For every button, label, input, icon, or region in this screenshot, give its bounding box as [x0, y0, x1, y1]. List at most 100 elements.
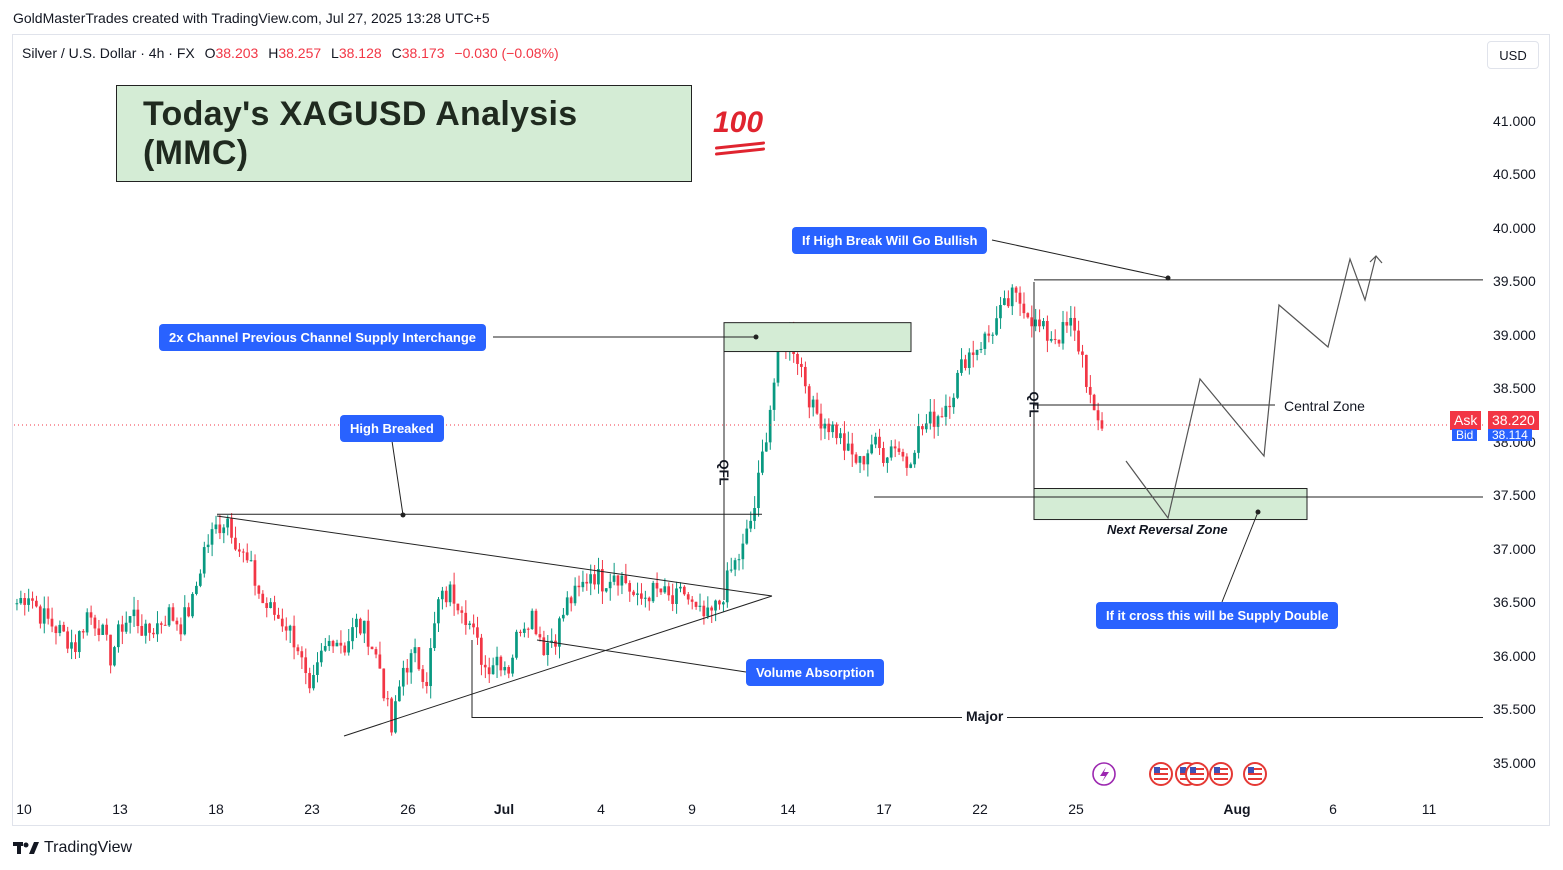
- callout-high-break-bullish[interactable]: If High Break Will Go Bullish: [792, 227, 988, 254]
- candle-body: [878, 436, 881, 449]
- candle-body: [234, 537, 237, 550]
- hundred-points-icon: 100: [713, 106, 765, 156]
- candle-body: [831, 424, 834, 433]
- candle-body: [745, 528, 749, 544]
- next-reversal-zone-box: [1033, 488, 1308, 521]
- candle-body: [1077, 330, 1080, 352]
- y-tick-label: 37.000: [1493, 540, 1536, 557]
- candle-body: [729, 569, 733, 571]
- candle-body: [839, 433, 842, 439]
- candle-body: [46, 608, 50, 619]
- flag-stripe: [1248, 768, 1262, 770]
- candle-body: [292, 625, 296, 648]
- candle-body: [1057, 339, 1061, 344]
- candle-body: [983, 333, 987, 349]
- candle-body: [550, 640, 553, 643]
- candle-body: [487, 667, 491, 675]
- candle-body: [35, 600, 38, 607]
- candle-body: [686, 594, 690, 600]
- flag-stripe: [1190, 778, 1204, 780]
- callout-high-breaked[interactable]: High Breaked: [340, 415, 444, 442]
- connector-supply-double: [1221, 511, 1259, 603]
- candle-body: [534, 610, 538, 635]
- x-tick-label: 6: [1329, 801, 1337, 817]
- candle-body: [659, 588, 663, 593]
- symbol-legend[interactable]: Silver / U.S. Dollar · 4h · FX O38.203 H…: [22, 45, 559, 61]
- label-qfl-2: QFL: [1026, 391, 1042, 418]
- flag-stripe: [1154, 778, 1168, 780]
- candle-body: [1084, 354, 1088, 387]
- candle-body: [156, 623, 159, 635]
- candle-body: [409, 653, 413, 673]
- ask-price: 38.220: [1488, 411, 1539, 430]
- candle-body: [425, 681, 429, 687]
- connector-high-breaked: [391, 440, 404, 516]
- candle-body: [417, 647, 421, 670]
- callout-volume-absorption[interactable]: Volume Absorption: [746, 659, 885, 686]
- candle-body: [74, 642, 77, 653]
- candle-body: [195, 585, 198, 594]
- candle-body: [437, 599, 440, 624]
- candle-body: [901, 451, 905, 457]
- candle-body: [823, 423, 827, 429]
- candle-body: [811, 399, 815, 408]
- candle-body: [93, 617, 97, 629]
- candle-body: [585, 581, 589, 584]
- candle-body: [1069, 317, 1073, 326]
- x-tick-label: 17: [876, 801, 892, 817]
- candle-body: [819, 413, 823, 429]
- tradingview-logo[interactable]: TradingView: [13, 839, 132, 857]
- candle-body: [499, 656, 503, 671]
- chart-frame: [12, 34, 1550, 826]
- candle-body: [702, 605, 706, 617]
- candle-body: [42, 608, 46, 624]
- candle-body: [495, 656, 499, 666]
- candle-body: [565, 597, 569, 615]
- candle-body: [23, 598, 27, 605]
- currency-button[interactable]: USD: [1487, 41, 1539, 69]
- candle-body: [265, 603, 269, 609]
- candle-body: [647, 597, 651, 602]
- close-value: 38.173: [401, 45, 445, 61]
- candle-body: [999, 304, 1002, 319]
- candle-body: [105, 624, 108, 635]
- y-tick-label: 40.500: [1493, 166, 1536, 182]
- candle-body: [721, 602, 725, 605]
- flag-stripe: [1190, 768, 1204, 770]
- candle-body: [54, 626, 58, 634]
- connector-volume-absorption: [536, 639, 747, 673]
- connector-dot: [753, 334, 759, 340]
- low-label: L: [331, 45, 339, 61]
- candle-body: [472, 623, 475, 628]
- candle-body: [624, 575, 628, 584]
- candle-body: [241, 551, 245, 553]
- candle-body: [593, 574, 596, 585]
- candle-body: [257, 585, 261, 594]
- candle-body: [374, 649, 378, 655]
- flag-stripe: [1190, 773, 1204, 775]
- candle-body: [956, 372, 959, 398]
- high-value: 38.257: [278, 45, 322, 61]
- candle-body: [893, 446, 897, 449]
- candle-body: [1096, 410, 1100, 421]
- candle-body: [827, 423, 831, 433]
- callout-supply-double[interactable]: If it cross this will be Supply Double: [1096, 602, 1339, 629]
- candle-body: [948, 405, 952, 408]
- candle-body: [198, 573, 202, 586]
- y-tick-label: 39.000: [1493, 326, 1536, 343]
- candle-body: [237, 549, 241, 552]
- flag-stripe: [1214, 768, 1228, 770]
- candle-body: [491, 665, 495, 675]
- flag-stripe: [1248, 773, 1262, 775]
- x-tick-label: 14: [780, 801, 796, 817]
- y-tick-label: 36.500: [1493, 594, 1536, 610]
- candle-body: [323, 646, 327, 651]
- candle-body: [589, 574, 592, 584]
- bid-label: Bid: [1452, 429, 1478, 441]
- candle-body: [690, 599, 694, 602]
- callout-channel-supply[interactable]: 2x Channel Previous Channel Supply Inter…: [159, 324, 487, 351]
- candle-body: [718, 600, 721, 605]
- candle-body: [772, 382, 776, 410]
- candle-body: [940, 416, 944, 418]
